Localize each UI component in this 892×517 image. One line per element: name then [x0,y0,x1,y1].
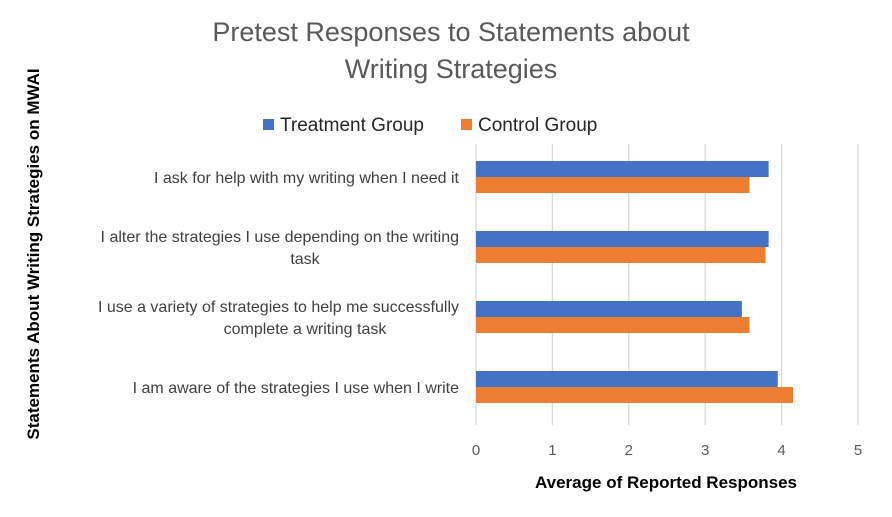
category-label-2-line-1: I alter the strategies I use depending o… [101,229,459,246]
x-tick-label-3: 3 [701,442,709,459]
bar-treatment-1 [476,161,769,177]
bar-treatment-3 [476,301,742,317]
bar-control-3 [476,317,750,333]
x-tick-label-0: 0 [472,442,480,459]
legend-label-treatment: Treatment Group [280,115,424,136]
chart-title-line-1: Pretest Responses to Statements about [212,17,690,47]
category-label-2-line-2: task [290,251,320,268]
x-tick-label-5: 5 [854,442,862,459]
chart-title-line-2: Writing Strategies [345,54,558,84]
legend: Treatment Group Control Group [263,115,597,136]
x-axis-title: Average of Reported Responses [535,473,797,492]
bar-control-4 [476,387,794,403]
x-tick-label-2: 2 [625,442,633,459]
bar-control-2 [476,247,766,263]
category-label-3-line-2: complete a writing task [224,321,388,338]
y-axis-title: Statements About Writing Strategies on M… [24,68,43,439]
category-label-1-line-1: I ask for help with my writing when I ne… [154,170,460,187]
bar-treatment-4 [476,371,778,387]
legend-swatch-control [461,119,472,130]
x-tick-label-1: 1 [548,442,556,459]
category-label-4-line-1: I am aware of the strategies I use when … [133,380,459,397]
legend-swatch-treatment [263,119,274,130]
legend-label-control: Control Group [478,115,597,136]
plot-area: 0 1 2 3 4 5 I ask for help with my writing whe… [98,144,862,459]
bar-control-1 [476,177,750,193]
x-tick-label-4: 4 [777,442,785,459]
bar-treatment-2 [476,231,769,247]
category-label-3-line-1: I use a variety of strategies to help me… [98,299,459,316]
